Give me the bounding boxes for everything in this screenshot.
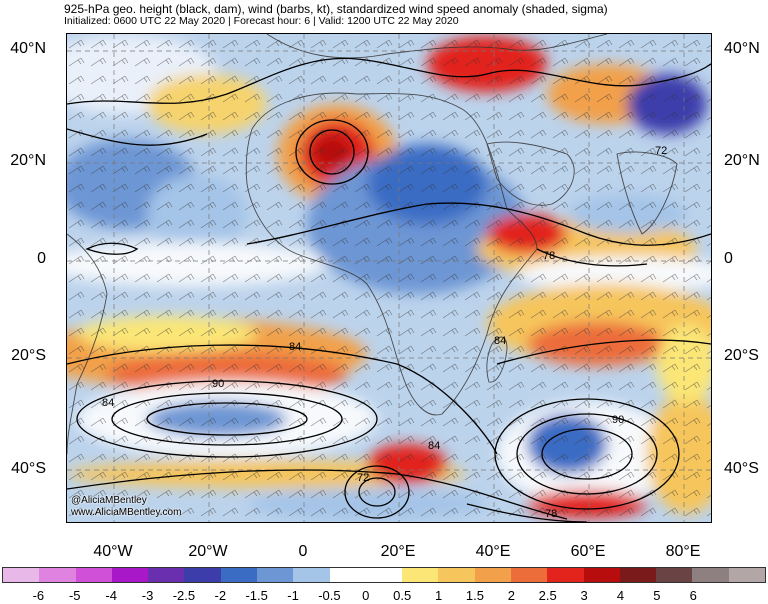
- graticule: [67, 34, 711, 522]
- map-canvas: 72 78 84 84 84 84 90 90 78 72: [67, 34, 711, 522]
- colorbar-swatch: [510, 568, 548, 582]
- colorbar-tick-label: 0: [362, 588, 370, 603]
- map-panel[interactable]: 72 78 84 84 84 84 90 90 78 72: [66, 33, 712, 523]
- colorbar-tick-label: 5: [653, 588, 661, 603]
- wind-barbs-layer: [67, 34, 711, 522]
- colorbar-tick-label: -1.5: [245, 588, 268, 603]
- colorbar-swatch: [656, 568, 693, 582]
- colorbar-tick-label: -3: [141, 588, 154, 603]
- contour-label: 78: [543, 250, 555, 262]
- map-subtitle: Initialized: 0600 UTC 22 May 2020 | Fore…: [64, 15, 459, 27]
- lat-label-40s-right: 40°S: [724, 460, 759, 477]
- lat-label-20n-right: 20°N: [724, 152, 760, 169]
- colorbar-tick-label: -5: [68, 588, 81, 603]
- colorbar-swatch: [474, 568, 511, 582]
- contour-label: 90: [612, 414, 624, 426]
- colorbar: [2, 567, 766, 583]
- colorbar-tick-label: 1: [434, 588, 443, 603]
- contour-label: 84: [289, 341, 301, 353]
- colorbar-swatch: [402, 568, 439, 582]
- colorbar-tick-label: 4: [616, 588, 625, 603]
- contour-label: 84: [428, 440, 440, 452]
- contour-label: 72: [655, 145, 667, 157]
- colorbar-swatch: [619, 568, 657, 582]
- map-title: 925-hPa geo. height (black, dam), wind (…: [64, 2, 608, 16]
- colorbar-swatch: [220, 568, 257, 582]
- colorbar-swatch: [111, 568, 149, 582]
- colorbar-tick-label: -4: [105, 588, 117, 603]
- colorbar-tick-label: -0.5: [318, 588, 341, 603]
- colorbar-tick-label: 2.5: [538, 588, 557, 603]
- lon-label-40w: 40°W: [93, 543, 133, 560]
- colorbar-swatch: [365, 568, 403, 582]
- colorbar-tick-label: -2.5: [172, 588, 196, 603]
- colorbar-swatch: [256, 568, 294, 582]
- lat-label-eq-right: 0: [724, 250, 733, 267]
- colorbar-swatch: [583, 568, 620, 582]
- lon-label-20e: 20°E: [380, 543, 416, 560]
- lon-label-80e: 80°E: [665, 543, 701, 560]
- lon-label-40e: 40°E: [475, 543, 511, 560]
- lat-label-20s-left: 20°S: [11, 347, 46, 364]
- colorbar-swatch: [184, 568, 221, 582]
- colorbar-swatch: [3, 568, 40, 582]
- contour-label: 90: [212, 378, 224, 390]
- contour-label: 84: [494, 335, 506, 347]
- contour-label: 84: [102, 397, 114, 409]
- contour-label: 72: [357, 472, 369, 484]
- credit-url: www.AliciaMBentley.com: [71, 507, 182, 518]
- lat-label-20s-right: 20°S: [724, 347, 759, 364]
- colorbar-swatch: [438, 568, 475, 582]
- colorbar-tick-label: 6: [689, 588, 697, 603]
- colorbar-swatch: [547, 568, 584, 582]
- contour-label: 78: [545, 508, 557, 520]
- lon-label-20w: 20°W: [188, 543, 228, 560]
- colorbar-tick-label: 0.5: [393, 588, 412, 603]
- lon-label-60e: 60°E: [570, 543, 606, 560]
- lat-label-eq-left: 0: [37, 250, 46, 267]
- lon-label-0: 0: [298, 543, 308, 560]
- colorbar-tick-label: -2: [214, 588, 227, 603]
- credit-handle: @AliciaMBentley: [71, 495, 147, 506]
- lat-label-20n-left: 20°N: [10, 152, 46, 169]
- colorbar-swatch: [148, 568, 185, 582]
- colorbar-tick-label: 1.5: [465, 588, 484, 603]
- colorbar-swatch: [39, 568, 76, 582]
- contour-labels: 72 78 84 84 84 84 90 90 78 72: [102, 145, 667, 520]
- colorbar-swatch: [293, 568, 330, 582]
- lat-label-40n-right: 40°N: [724, 40, 760, 57]
- colorbar-tick-label: -6: [32, 588, 45, 603]
- colorbar-tick-label: 2: [507, 588, 515, 603]
- colorbar-tick-label: 3: [580, 588, 588, 603]
- colorbar-swatch: [75, 568, 112, 582]
- colorbar-swatch: [329, 568, 366, 582]
- colorbar-tick-label: -1: [287, 588, 299, 603]
- height-contours: [67, 57, 711, 522]
- colorbar-swatch: [728, 568, 765, 582]
- lat-label-40s-left: 40°S: [11, 460, 46, 477]
- lat-label-40n-left: 40°N: [10, 40, 46, 57]
- colorbar-swatch: [692, 568, 729, 582]
